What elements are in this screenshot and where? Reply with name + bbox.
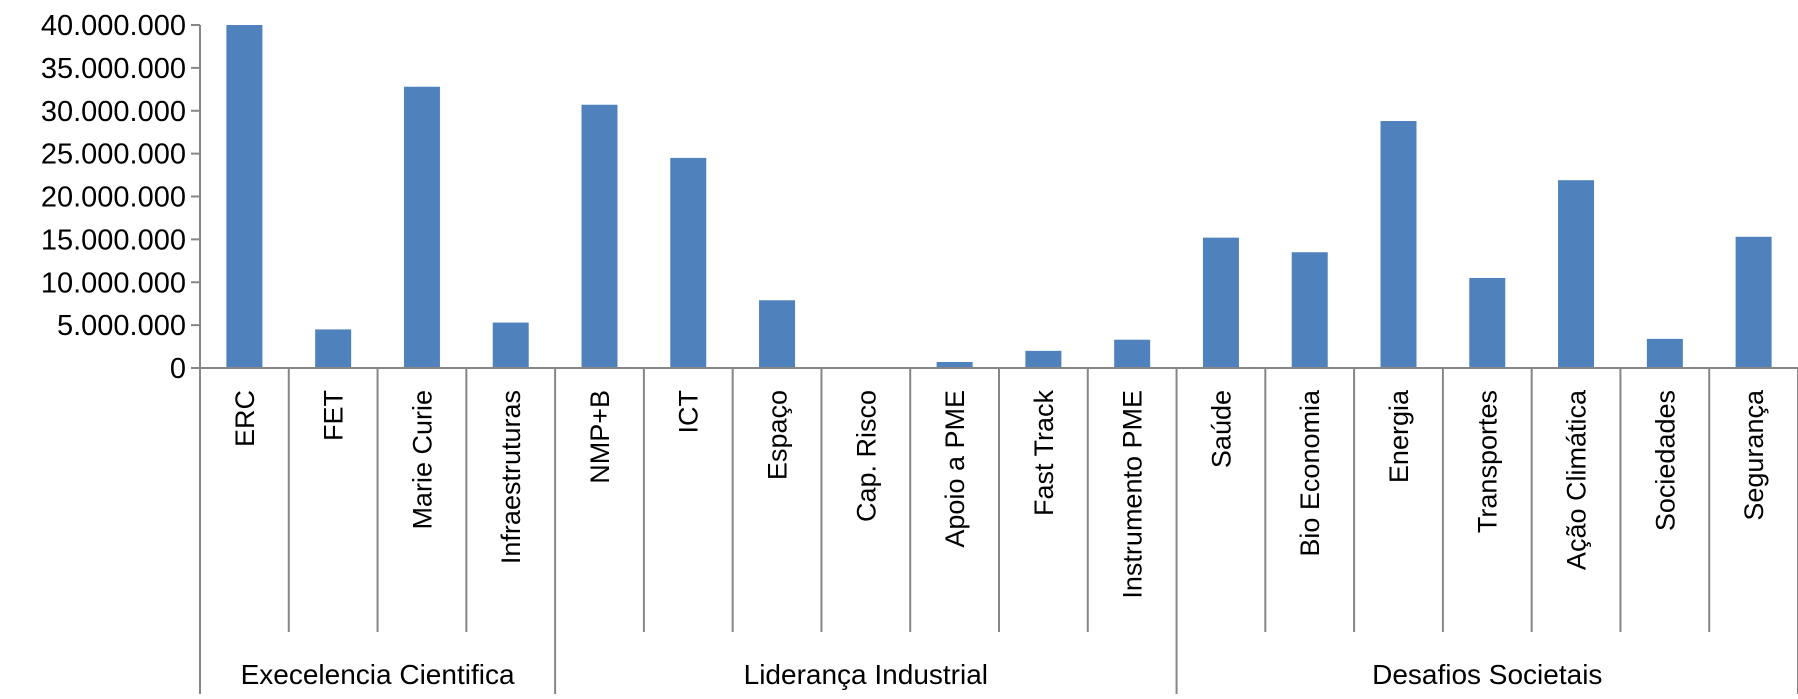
bar-12 [1202, 237, 1239, 368]
bar-3 [403, 86, 440, 369]
bar-10 [1025, 350, 1062, 368]
y-tick-label: 40.000.000 [41, 10, 186, 42]
y-tick-label: 35.000.000 [41, 53, 186, 85]
bar-9 [936, 361, 973, 368]
bar-14 [1380, 121, 1417, 368]
y-tick-label: 0 [170, 353, 186, 385]
y-tick-label: 10.000.000 [41, 267, 186, 299]
bar-17 [1646, 338, 1683, 368]
bar-15 [1469, 277, 1506, 368]
x-tick-label: Segurança [1739, 389, 1769, 521]
x-tick-label: ICT [674, 390, 704, 434]
x-tick-label: Espaço [763, 390, 793, 480]
x-tick-label: FET [319, 390, 349, 441]
x-tick-label: Energia [1384, 389, 1414, 483]
x-tick-label: Apoio a PME [940, 390, 970, 548]
bar-13 [1291, 252, 1328, 368]
x-tick-label: Fast Track [1029, 390, 1059, 517]
bar-6 [670, 157, 707, 368]
bar-4 [492, 322, 529, 368]
y-tick-label: 15.000.000 [41, 224, 186, 256]
x-tick-label: Sociedades [1650, 390, 1680, 531]
y-tick-label: 20.000.000 [41, 182, 186, 214]
bar-1 [226, 25, 263, 368]
x-tick-label: Infraestruturas [496, 390, 526, 564]
y-tick-label: 30.000.000 [41, 96, 186, 128]
bar-2 [315, 329, 352, 368]
x-tick-label: ERC [230, 390, 260, 447]
bar-16 [1558, 180, 1595, 368]
bar-18 [1735, 236, 1772, 368]
x-tick-label: Cap. Risco [851, 390, 881, 522]
bar-7 [759, 300, 796, 368]
bar-11 [1114, 339, 1151, 368]
bar-5 [581, 104, 618, 368]
x-tick-label: Marie Curie [407, 390, 437, 530]
y-tick-label: 25.000.000 [41, 139, 186, 171]
group-label: Desafios Societais [1372, 659, 1602, 690]
x-tick-label: Transportes [1473, 390, 1503, 533]
x-tick-label: Saúde [1206, 390, 1236, 468]
x-tick-label: Bio Economia [1295, 389, 1325, 557]
x-tick-label: NMP+B [585, 390, 615, 484]
group-label: Liderança Industrial [744, 659, 988, 690]
y-tick-label: 5.000.000 [57, 310, 186, 342]
group-label: Execelencia Cientifica [241, 659, 515, 690]
x-tick-label: Ação Climática [1562, 389, 1592, 570]
x-tick-label: Instrumento PME [1118, 390, 1148, 599]
